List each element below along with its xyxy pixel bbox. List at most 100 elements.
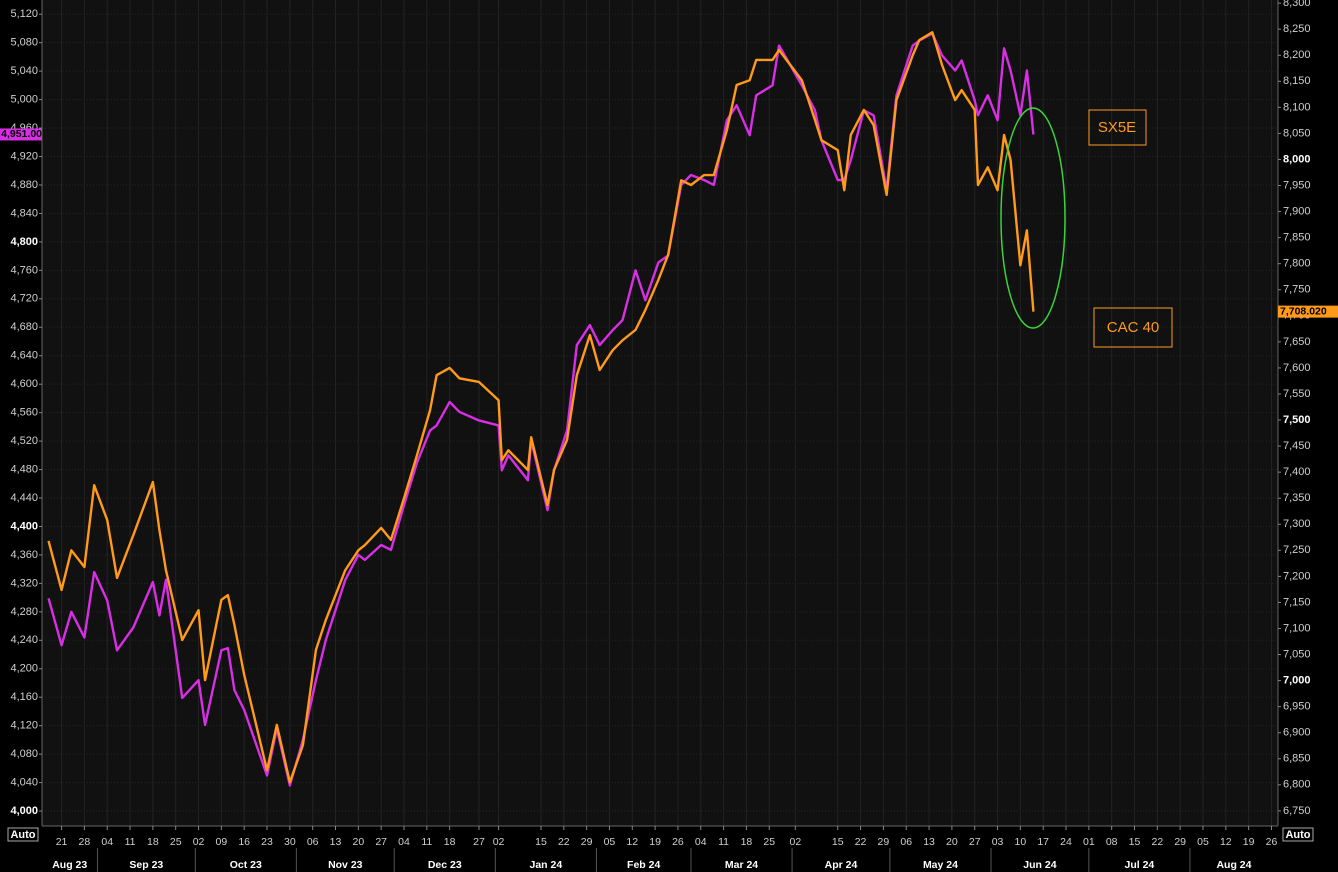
x-tick-label: 20: [946, 836, 958, 848]
y2-tick-label: 7,100: [1283, 622, 1311, 634]
x-tick-label: 04: [398, 836, 410, 848]
month-label: Sep 23: [129, 859, 163, 871]
x-tick-label: 23: [261, 836, 273, 848]
y-tick-label: 4,040: [10, 777, 38, 789]
x-tick-label: 08: [1106, 836, 1118, 848]
legend-label: SX5E: [1098, 119, 1136, 136]
y-tick-label: 4,240: [10, 634, 38, 646]
y-tick-label: 4,080: [10, 748, 38, 760]
x-tick-label: 22: [855, 836, 867, 848]
x-tick-label: 27: [969, 836, 981, 848]
x-tick-label: 02: [193, 836, 205, 848]
y2-tick-label: 7,200: [1283, 570, 1311, 582]
month-label: Aug 24: [1216, 859, 1251, 871]
x-tick-label: 15: [832, 836, 844, 848]
y2-tick-label: 8,050: [1283, 127, 1311, 139]
x-tick-label: 20: [352, 836, 364, 848]
x-tick-label: 06: [307, 836, 319, 848]
y-tick-label: 4,000: [10, 805, 38, 817]
scale-button[interactable]: Auto: [1285, 829, 1310, 841]
y-tick-label: 4,800: [10, 236, 38, 248]
series-line: [47, 32, 1035, 787]
x-tick-label: 19: [649, 836, 661, 848]
y-tick-label: 4,840: [10, 207, 38, 219]
y2-tick-label: 7,850: [1283, 232, 1311, 244]
button-box[interactable]: [1282, 827, 1314, 842]
x-tick-label: 11: [125, 836, 136, 848]
month-label: Jul 24: [1125, 859, 1155, 871]
y-tick-label: 4,320: [10, 577, 38, 589]
scale-button-left[interactable]: Auto: [7, 827, 39, 842]
y2-tick-label: 8,100: [1283, 101, 1311, 113]
x-tick-label: 21: [56, 836, 68, 848]
y2-tick-label: 8,200: [1283, 49, 1311, 61]
y2-tick-label: 7,900: [1283, 205, 1311, 217]
last-value-box: [1278, 305, 1338, 318]
x-tick-label: 05: [1197, 836, 1209, 848]
x-tick-label: 11: [421, 836, 432, 848]
legend-label: CAC 40: [1107, 319, 1160, 336]
legend-box: [1088, 109, 1147, 146]
y-tick-label: 5,080: [10, 37, 38, 49]
y2-tick-label: 6,950: [1283, 701, 1311, 713]
x-tick-label: 25: [763, 836, 775, 848]
y2-tick-label: 8,150: [1283, 75, 1311, 87]
lines: [47, 31, 1035, 787]
y2-tick-label: 7,950: [1283, 179, 1311, 191]
x-tick-label: 18: [444, 836, 456, 848]
y-tick-label: 4,520: [10, 435, 38, 447]
y-tick-label: 4,200: [10, 663, 38, 675]
month-label: Apr 24: [825, 859, 858, 871]
month-label: Nov 23: [328, 859, 363, 871]
x-tick-label: 22: [1151, 836, 1163, 848]
x-tick-label: 17: [1037, 836, 1049, 848]
y2-tick-label: 7,350: [1283, 492, 1311, 504]
scale-button-right[interactable]: Auto: [1282, 827, 1314, 842]
y-tick-label: 5,120: [10, 8, 38, 20]
grid: [42, 0, 1278, 826]
x-tick-label: 04: [695, 836, 707, 848]
y-tick-label: 5,040: [10, 65, 38, 77]
y2-tick-label: 6,800: [1283, 779, 1311, 791]
y-tick-label: 4,480: [10, 463, 38, 475]
last-value-box: [0, 128, 42, 141]
y-tick-label: 4,760: [10, 264, 38, 276]
x-tick-label: 03: [992, 836, 1004, 848]
month-label: Jan 24: [530, 859, 563, 871]
legend-cac40: CAC 40: [1093, 307, 1173, 348]
month-label: May 24: [923, 859, 958, 871]
y-tick-label: 4,400: [10, 520, 38, 532]
y2-tick-label: 7,300: [1283, 518, 1311, 530]
x-tick-label: 13: [330, 836, 342, 848]
y2-tick-label: 7,800: [1283, 258, 1311, 270]
y2-tick-label: 7,150: [1283, 596, 1311, 608]
x-tick-label: 16: [238, 836, 250, 848]
x-tick-label: 25: [170, 836, 182, 848]
x-tick-label: 29: [581, 836, 593, 848]
month-label: Mar 24: [725, 859, 758, 871]
y2-tick-label: 6,900: [1283, 727, 1311, 739]
legend-sx5e: SX5E: [1088, 109, 1147, 146]
x-tick-label: 11: [718, 836, 729, 848]
y-tick-label: 4,880: [10, 179, 38, 191]
x-tick-label: 15: [1129, 836, 1141, 848]
y2-tick-label: 7,550: [1283, 388, 1311, 400]
y2-tick-label: 7,750: [1283, 284, 1311, 296]
month-label: Aug 23: [52, 859, 87, 871]
scale-button[interactable]: Auto: [10, 829, 35, 841]
legend-box: [1093, 307, 1173, 348]
button-box[interactable]: [7, 827, 39, 842]
y2-tick-label: 6,850: [1283, 753, 1311, 765]
month-label: Dec 23: [428, 859, 462, 871]
x-tick-label: 18: [147, 836, 159, 848]
y2-tick-label: 7,500: [1283, 414, 1311, 426]
y-tick-label: 5,000: [10, 94, 38, 106]
x-tick-label: 01: [1083, 836, 1095, 848]
y2-tick-label: 7,050: [1283, 648, 1311, 660]
x-tick-label: 15: [535, 836, 547, 848]
x-tick-label: 02: [789, 836, 801, 848]
y2-tick-label: 7,250: [1283, 544, 1311, 556]
y2-tick-label: 8,250: [1283, 23, 1311, 35]
